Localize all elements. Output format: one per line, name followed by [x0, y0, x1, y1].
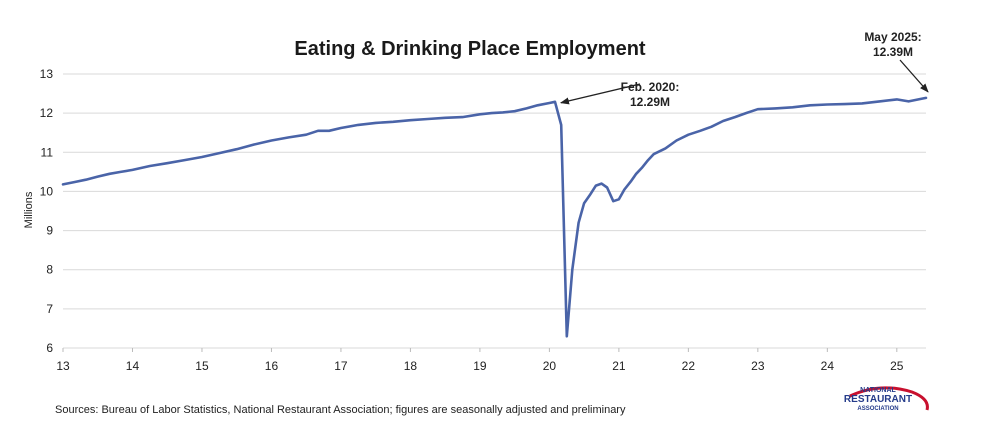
- x-axis-ticks: 13 14 15 16 17 18 19 20 21 22 23 24 25: [56, 348, 904, 373]
- annotation-label-line1: May 2025:: [864, 30, 921, 44]
- x-tick-label: 21: [612, 359, 626, 373]
- x-tick-label: 17: [334, 359, 348, 373]
- y-tick-label: 13: [40, 67, 54, 81]
- x-tick-label: 23: [751, 359, 765, 373]
- y-tick-label: 6: [46, 341, 53, 355]
- y-tick-label: 11: [41, 145, 54, 159]
- annotation-label-line2: 12.39M: [873, 45, 913, 59]
- y-tick-label: 10: [40, 184, 54, 198]
- annotations: Feb. 2020:12.29M May 2025:12.39M: [559, 30, 929, 109]
- x-tick-label: 24: [821, 359, 835, 373]
- logo-swoosh-icon: [849, 386, 929, 411]
- logo-line-1: NATIONAL: [860, 387, 896, 394]
- x-tick-label: 20: [543, 359, 557, 373]
- x-tick-label: 14: [126, 359, 140, 373]
- y-tick-label: 9: [46, 224, 53, 238]
- logo-line-3: ASSOCIATION: [857, 406, 898, 412]
- series-line: [61, 96, 928, 338]
- x-tick-label: 16: [265, 359, 279, 373]
- annotation-arrow: [899, 59, 929, 93]
- x-tick-label: 22: [682, 359, 696, 373]
- series-layer: [61, 96, 928, 338]
- x-tick-label: 25: [890, 359, 904, 373]
- y-axis-ticks: 6 7 8 9 10 11 12 13: [40, 67, 54, 355]
- y-tick-label: 7: [46, 302, 53, 316]
- nra-logo: NATIONAL RESTAURANT ASSOCIATION: [844, 386, 929, 412]
- annotation-label-line1: Feb. 2020:: [621, 80, 680, 94]
- annotation-arrow: [559, 83, 641, 105]
- chart-title: Eating & Drinking Place Employment: [294, 38, 646, 60]
- x-tick-label: 15: [195, 359, 209, 373]
- y-tick-label: 8: [46, 263, 53, 277]
- annotation-label-line2: 12.29M: [630, 95, 670, 109]
- x-tick-label: 19: [473, 359, 487, 373]
- y-tick-label: 12: [40, 106, 54, 120]
- x-tick-label: 13: [56, 359, 70, 373]
- logo-line-2: RESTAURANT: [844, 394, 912, 405]
- grid-lines: [63, 73, 926, 349]
- y-axis-label: Millions: [23, 191, 35, 228]
- x-tick-label: 18: [404, 359, 418, 373]
- source-note: Sources: Bureau of Labor Statistics, Nat…: [55, 404, 626, 416]
